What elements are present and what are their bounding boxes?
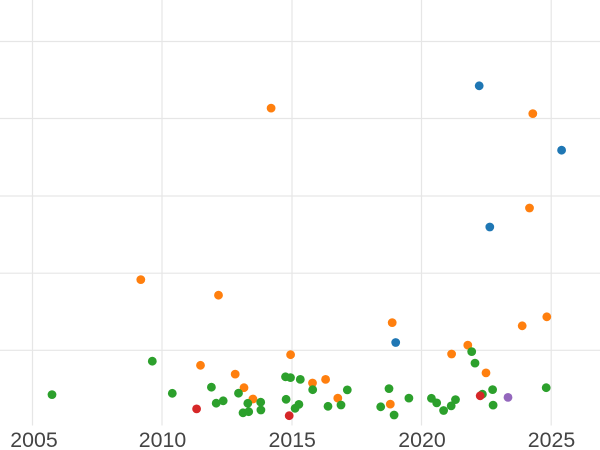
svg-text:2025: 2025 [528, 428, 575, 450]
svg-text:2005: 2005 [10, 428, 57, 450]
svg-text:2020: 2020 [398, 428, 446, 450]
svg-text:2015: 2015 [269, 428, 316, 450]
svg-text:2010: 2010 [139, 428, 187, 450]
